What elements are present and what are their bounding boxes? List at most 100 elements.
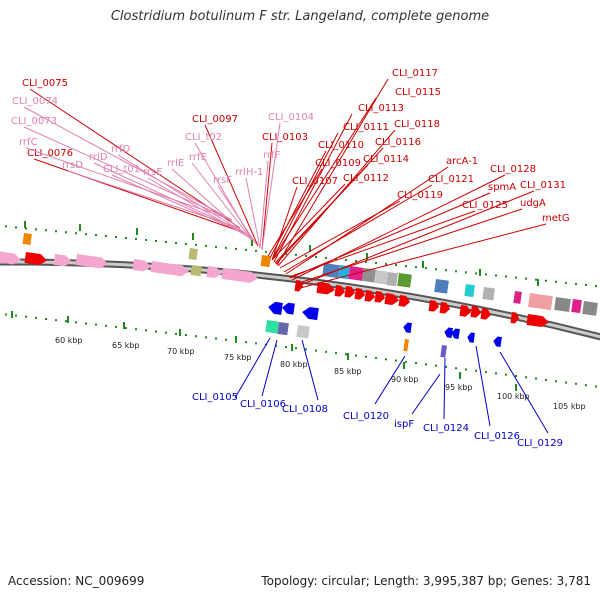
genome-title: Clostridium botulinum F str. Langeland, …: [110, 9, 490, 24]
gene-box: [440, 345, 447, 358]
genome-summary-text: Topology: circular; Length: 3,995,387 bp…: [261, 574, 591, 588]
gene-label-leader: [411, 373, 441, 415]
gene-forward-arrow: [439, 302, 451, 314]
gene-label-leader: [283, 184, 433, 273]
lower-scale-dot: [505, 373, 507, 376]
upper-scale-dot: [15, 226, 17, 229]
gene-label-rrna: rrfD: [111, 144, 131, 155]
lower-scale-dot: [185, 334, 187, 337]
gene-label-forward: CLI_0131: [520, 180, 566, 191]
gene-box: [582, 301, 598, 316]
upper-scale-dot: [205, 244, 207, 247]
gene-reverse-arrow: [268, 301, 283, 315]
lower-scale-dot: [385, 358, 387, 361]
scale-label: 65 kbp: [112, 341, 140, 350]
upper-scale-dot: [355, 259, 357, 262]
gene-rrna-arrow: [206, 266, 223, 279]
upper-scale-dot: [525, 277, 527, 280]
upper-scale-dot: [25, 227, 27, 230]
lower-scale-dot: [215, 337, 217, 340]
lower-scale-dot: [165, 331, 167, 334]
gene-box: [482, 287, 495, 301]
gene-box: [277, 321, 289, 336]
upper-scale-dot: [315, 255, 317, 258]
lower-scale-dot: [155, 330, 157, 333]
gene-label-rrna: rrfE: [189, 152, 207, 163]
gene-label-leader: [25, 147, 233, 221]
gene-label-leader: [93, 162, 245, 233]
gene-label-leader: [261, 339, 278, 397]
lower-scale-dot: [125, 327, 127, 330]
gene-forward-arrow: [354, 288, 366, 300]
gene-label-leader: [259, 160, 269, 249]
scale-label: 75 kbp: [224, 353, 252, 362]
gene-label-leader: [499, 351, 549, 434]
upper-scale-dot: [575, 282, 577, 285]
upper-scale-dot: [535, 278, 537, 281]
gene-label-leader: [299, 223, 547, 289]
gene-box: [571, 299, 582, 314]
gene-box: [374, 270, 388, 285]
lower-scale-dot: [255, 342, 257, 345]
lower-scale-dot: [395, 359, 397, 362]
upper-scale-dot: [125, 237, 127, 240]
upper-scale-dot: [175, 241, 177, 244]
gene-reverse-arrow: [451, 328, 460, 340]
gene-label-forward: CLI_0103: [262, 132, 308, 143]
gene-label-reverse: CLI_0126: [474, 431, 520, 442]
lower-scale-dot: [35, 316, 37, 319]
gene-label-leader: [23, 106, 233, 221]
upper-scale-dot: [115, 236, 117, 239]
gene-forward-arrow: [510, 312, 520, 324]
gene-label-leader: [277, 129, 396, 267]
gene-label-reverse: CLI_0124: [423, 423, 469, 434]
gene-label-forward: CLI_0107: [292, 176, 338, 187]
upper-scale-dot: [245, 248, 247, 251]
upper-scale-dot: [545, 279, 547, 282]
upper-scale-dot: [235, 247, 237, 250]
upper-scale-dot: [265, 250, 267, 253]
gene-label-forward: CLI_0113: [358, 103, 404, 114]
gene-box: [397, 273, 412, 288]
gene-forward-arrow: [384, 293, 400, 305]
gene-label-reverse: CLI_0106: [240, 399, 286, 410]
lower-scale-dot: [105, 324, 107, 327]
lower-scale-dot: [115, 325, 117, 328]
scale-label: 85 kbp: [334, 367, 362, 376]
gene-label-leader: [191, 162, 253, 241]
gene-label-forward: CLI_0117: [392, 68, 438, 79]
gene-forward-arrow: [334, 285, 346, 297]
gene-box: [22, 233, 32, 246]
lower-scale-dot: [495, 372, 497, 375]
gene-label-leader: [234, 337, 271, 399]
lower-scale-dot: [455, 367, 457, 370]
gene-label-forward: CLI_0111: [343, 122, 389, 133]
upper-scale-dot: [455, 270, 457, 273]
gene-label-forward: CLI_0112: [343, 173, 389, 184]
gene-forward-arrow: [344, 286, 356, 298]
gene-label-rrna: rrlD: [89, 152, 108, 163]
gene-label-forward: CLI_0116: [375, 137, 421, 148]
lower-scale-dot: [485, 371, 487, 374]
scale-label: 90 kbp: [391, 375, 419, 384]
lower-scale-dot: [435, 364, 437, 367]
lower-scale-dot: [405, 360, 407, 363]
gene-label-leader: [289, 192, 491, 279]
gene-label-rrna: CLI_t01: [103, 164, 140, 175]
gene-reverse-arrow: [302, 306, 319, 321]
upper-scale-dot: [445, 269, 447, 272]
gene-label-leader: [443, 357, 446, 420]
gene-box: [554, 296, 571, 312]
upper-scale-dot: [145, 238, 147, 241]
gene-label-forward: metG: [542, 213, 570, 224]
gene-label-forward: CLI_0118: [394, 119, 440, 130]
lower-scale-dot: [445, 365, 447, 368]
scale-label: 95 kbp: [445, 383, 473, 392]
gene-label-rrna: rrlH-1: [235, 167, 263, 178]
gene-box: [403, 338, 409, 352]
lower-scale-dot: [475, 369, 477, 372]
gene-label-forward: CLI_0125: [462, 200, 508, 211]
upper-scale-dot: [435, 268, 437, 271]
gene-rrna-arrow: [150, 261, 189, 277]
gene-box: [464, 284, 475, 298]
